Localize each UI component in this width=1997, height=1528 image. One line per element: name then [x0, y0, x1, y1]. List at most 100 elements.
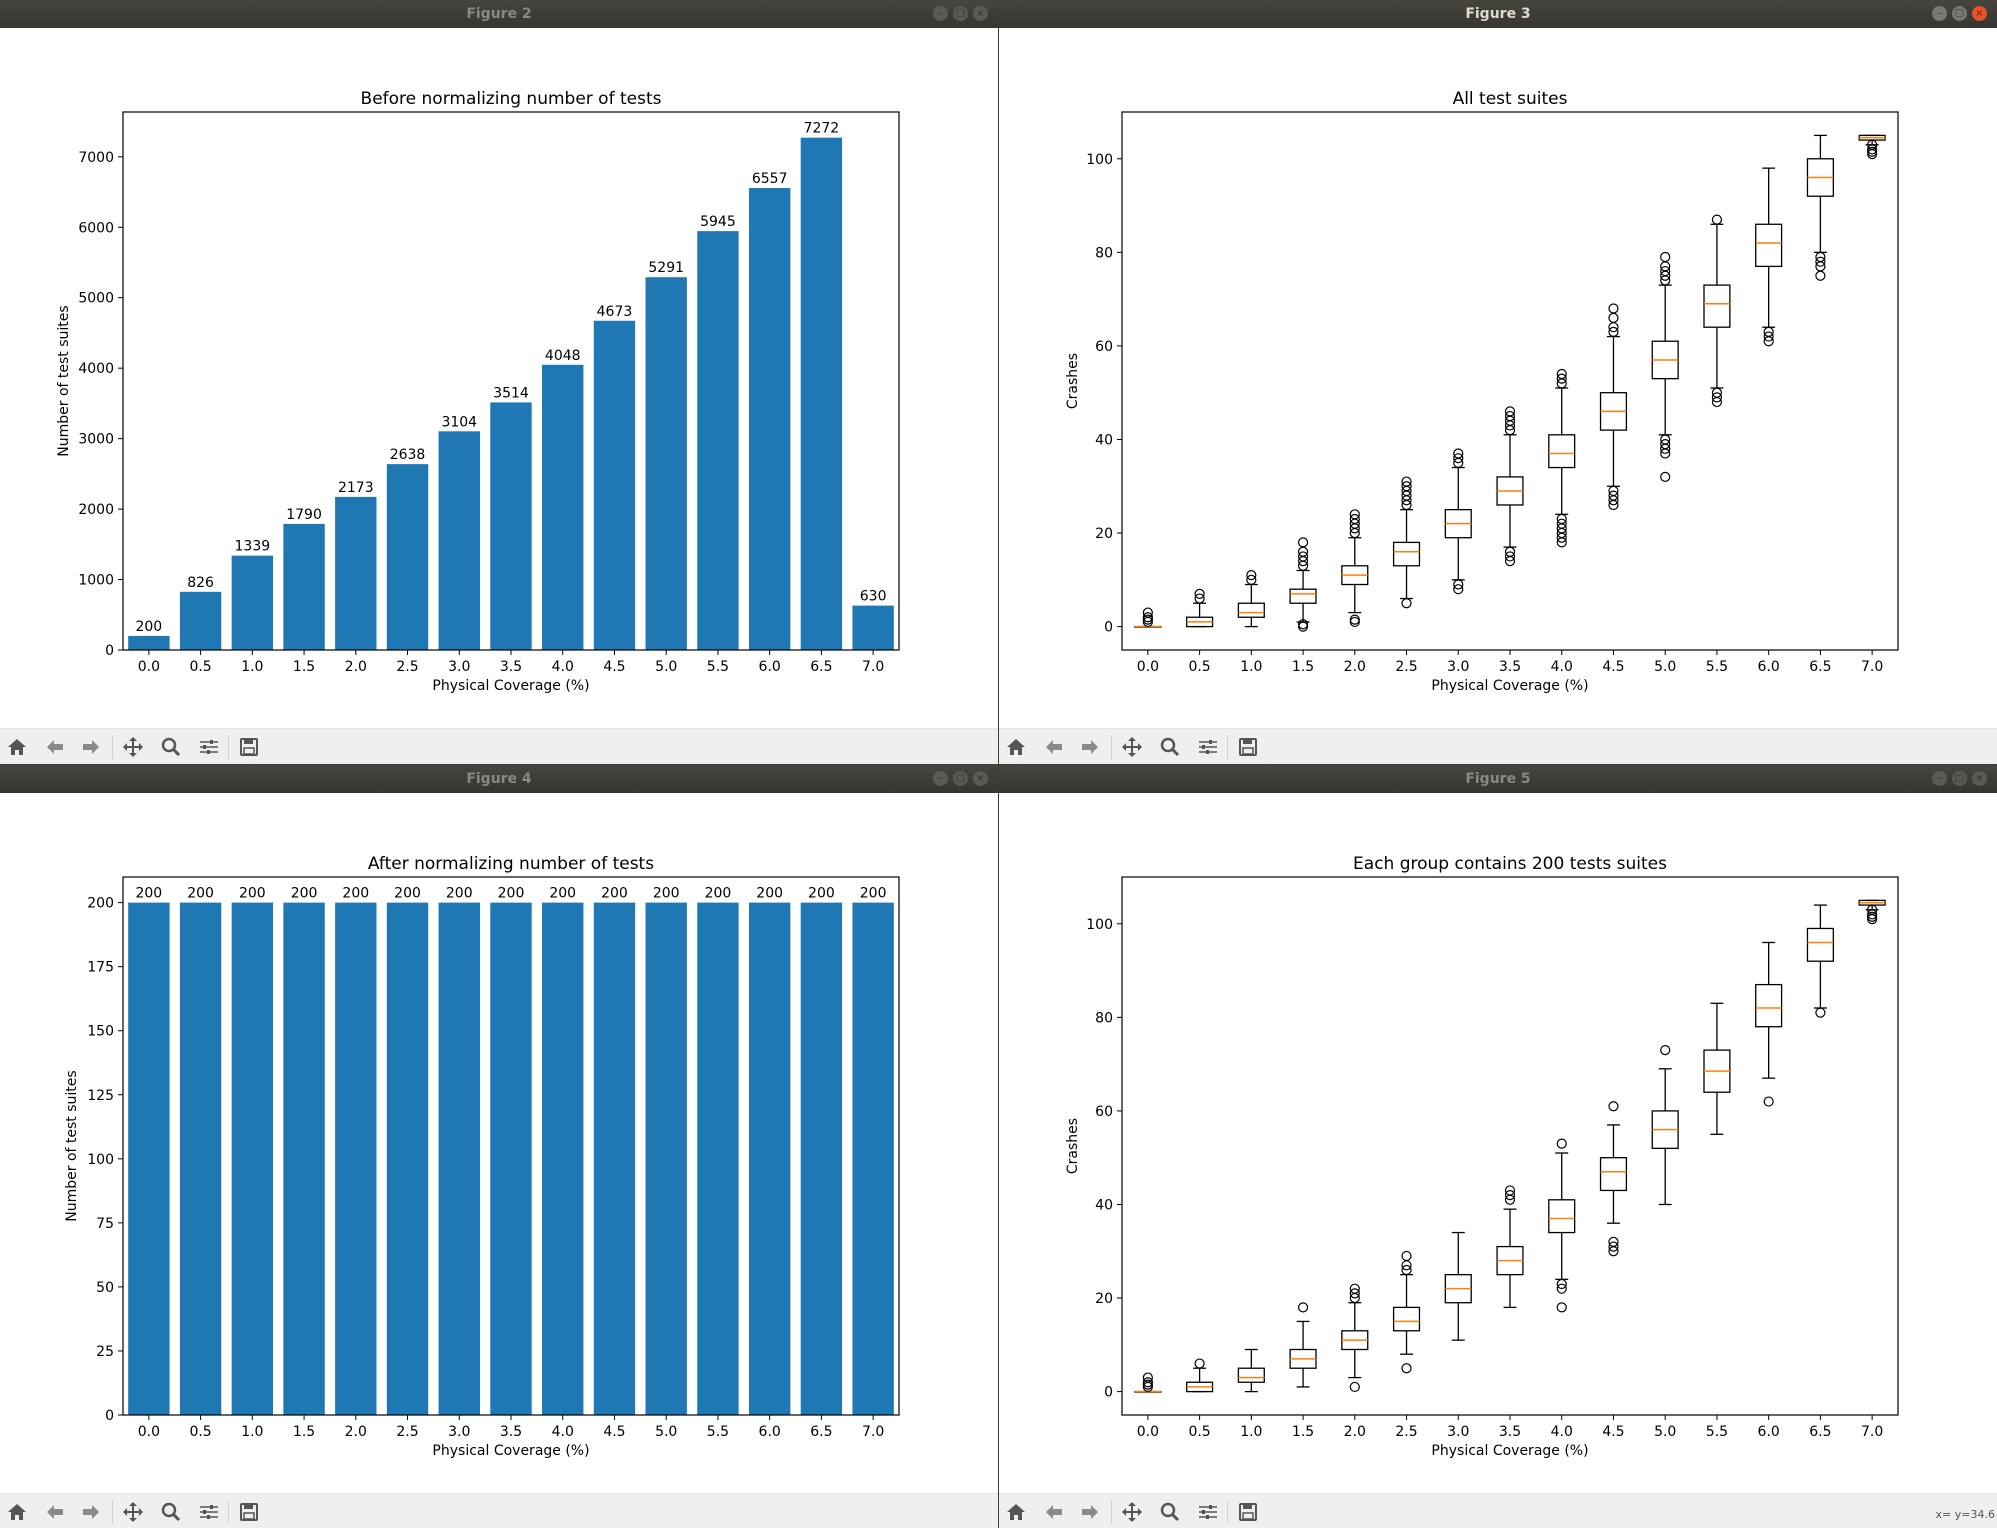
y-tick-label: 150: [87, 1024, 114, 1040]
back-button[interactable]: [1039, 733, 1069, 761]
window-titlebar[interactable]: Figure 2 – □ ×: [0, 0, 998, 28]
flier-point: [1556, 368, 1567, 380]
forward-button[interactable]: [1075, 733, 1105, 761]
flier-point: [1815, 251, 1826, 263]
x-tick-label: 5.5: [1706, 1424, 1728, 1440]
x-tick-label: 6.5: [1809, 1424, 1831, 1440]
zoom-icon: [161, 737, 181, 757]
minimize-button[interactable]: –: [933, 6, 948, 21]
y-tick-label: 20: [1095, 1291, 1113, 1307]
box: [1703, 1002, 1731, 1135]
window-titlebar[interactable]: Figure 3 – □ ×: [999, 0, 1997, 28]
maximize-button[interactable]: □: [1952, 771, 1967, 786]
home-button[interactable]: [2, 733, 32, 761]
y-tick-label: 125: [87, 1088, 114, 1104]
box: [1806, 904, 1834, 1018]
x-tick-label: 2.0: [1344, 659, 1366, 675]
box: [1858, 899, 1886, 925]
x-tick-label: 5.5: [1706, 659, 1728, 675]
box-iqr: [1703, 284, 1731, 328]
maximize-button[interactable]: □: [1952, 6, 1967, 21]
x-tick-label: 6.5: [1809, 659, 1831, 675]
box: [1134, 607, 1162, 628]
bar: [645, 902, 687, 1415]
forward-icon: [83, 740, 99, 754]
pan-button[interactable]: [118, 733, 148, 761]
home-icon: [1007, 739, 1025, 755]
pan-button[interactable]: [1117, 733, 1147, 761]
bar-value-label: 200: [498, 886, 525, 902]
forward-icon: [1082, 740, 1098, 754]
pan-button[interactable]: [1117, 1498, 1147, 1526]
bar-value-label: 200: [239, 886, 266, 902]
pan-button[interactable]: [118, 1498, 148, 1526]
x-tick-label: 2.5: [1395, 659, 1417, 675]
bar: [697, 231, 739, 650]
box: [1806, 134, 1834, 281]
forward-button[interactable]: [76, 1498, 106, 1526]
configure-subplots-button[interactable]: [194, 1498, 224, 1526]
back-button[interactable]: [40, 733, 70, 761]
window-titlebar[interactable]: Figure 4 – □ ×: [0, 765, 998, 793]
zoom-button[interactable]: [156, 733, 186, 761]
zoom-button[interactable]: [156, 1498, 186, 1526]
x-tick-label: 4.0: [552, 1424, 574, 1440]
minimize-button[interactable]: –: [933, 771, 948, 786]
y-tick-label: 60: [1095, 339, 1113, 355]
minimize-button[interactable]: –: [1932, 6, 1947, 21]
back-button[interactable]: [1039, 1498, 1069, 1526]
zoom-button[interactable]: [1155, 733, 1185, 761]
forward-button[interactable]: [76, 733, 106, 761]
home-button[interactable]: [1001, 733, 1031, 761]
flier-point: [1453, 579, 1464, 590]
y-tick-label: 75: [96, 1216, 114, 1232]
back-button[interactable]: [40, 1498, 70, 1526]
close-button[interactable]: ×: [1972, 771, 1987, 786]
y-tick-label: 4000: [78, 361, 114, 377]
y-tick-label: 200: [87, 896, 114, 912]
maximize-button[interactable]: □: [953, 771, 968, 786]
flier-point: [1401, 481, 1412, 492]
x-axis-label: Physical Coverage (%): [432, 1443, 589, 1459]
configure-subplots-button[interactable]: [194, 733, 224, 761]
configure-subplots-button[interactable]: [1193, 1498, 1223, 1526]
y-tick-label: 175: [87, 960, 114, 976]
bar-value-label: 1339: [235, 539, 271, 555]
x-tick-label: 1.0: [1240, 1424, 1262, 1440]
configure-subplots-button[interactable]: [1193, 733, 1223, 761]
save-button[interactable]: [1233, 1498, 1263, 1526]
save-button[interactable]: [234, 1498, 264, 1526]
save-button[interactable]: [234, 733, 264, 761]
x-tick-label: 5.0: [655, 659, 677, 675]
flier-point: [1504, 551, 1516, 562]
flier-point: [1608, 485, 1619, 497]
flier-point: [1556, 1138, 1567, 1149]
minimize-button[interactable]: –: [1932, 771, 1947, 786]
window-titlebar[interactable]: Figure 5 – □ ×: [999, 765, 1997, 793]
close-button[interactable]: ×: [973, 6, 988, 21]
home-button[interactable]: [1001, 1498, 1031, 1526]
y-tick-label: 20: [1095, 526, 1113, 542]
flier-point: [1556, 513, 1567, 525]
home-button[interactable]: [2, 1498, 32, 1526]
forward-button[interactable]: [1075, 1498, 1105, 1526]
bar: [800, 902, 843, 1415]
x-tick-label: 0.0: [138, 1424, 160, 1440]
box-iqr: [1548, 1199, 1576, 1234]
y-tick-label: 40: [1095, 1197, 1113, 1213]
box-iqr: [1237, 1367, 1265, 1383]
x-tick-label: 1.5: [1292, 1424, 1314, 1440]
flier-point: [1867, 144, 1878, 155]
x-tick-label: 3.5: [500, 659, 522, 675]
close-button[interactable]: ×: [1972, 6, 1987, 21]
maximize-button[interactable]: □: [953, 6, 968, 21]
flier-point: [1349, 1381, 1360, 1393]
bar: [748, 902, 791, 1415]
save-button[interactable]: [1233, 733, 1263, 761]
x-tick-label: 5.0: [1654, 659, 1676, 675]
x-tick-label: 2.0: [345, 1424, 367, 1440]
zoom-button[interactable]: [1155, 1498, 1185, 1526]
bar-value-label: 4673: [597, 304, 633, 320]
close-button[interactable]: ×: [973, 771, 988, 786]
figure-5-window: Figure 5 – □ × 0 20 40 60 80 100 0.0 0.5 1.0 1.5 2…: [999, 765, 1997, 1528]
